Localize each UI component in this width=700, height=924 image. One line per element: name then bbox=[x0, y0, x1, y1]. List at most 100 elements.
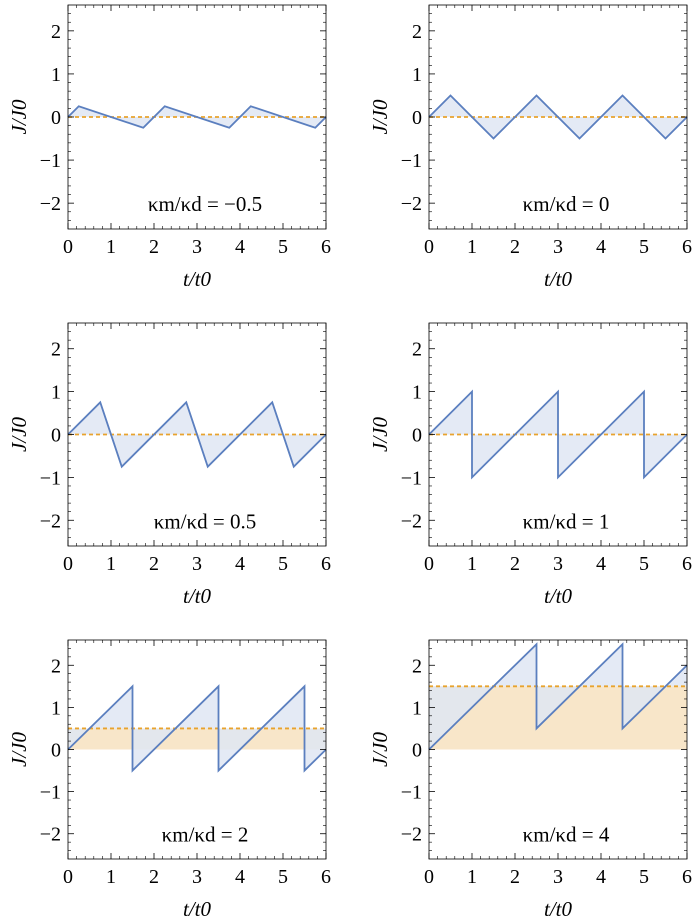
x-axis-label: t/t0 bbox=[544, 267, 573, 291]
panel-annotation: κm/κd = −0.5 bbox=[148, 192, 262, 216]
x-tick-label: 1 bbox=[467, 553, 477, 575]
x-tick-label: 5 bbox=[639, 866, 649, 888]
y-tick-label: 0 bbox=[412, 425, 422, 447]
x-tick-label: 4 bbox=[235, 236, 245, 258]
x-tick-label: 5 bbox=[278, 866, 288, 888]
x-tick-label: 5 bbox=[639, 553, 649, 575]
panel-1: 0 1 2 3 4 5 6 −2 −1 0 1 2 t/t0 J/J0 κm/κd = −0.5 bbox=[7, 4, 331, 291]
x-axis-label: t/t0 bbox=[183, 267, 212, 291]
x-axis-label: t/t0 bbox=[544, 584, 573, 608]
y-tick-label: −1 bbox=[401, 467, 422, 489]
y-tick-label: −2 bbox=[401, 193, 422, 215]
x-tick-label: 4 bbox=[596, 553, 606, 575]
x-axis-label: t/t0 bbox=[544, 897, 573, 921]
series-line bbox=[67, 105, 327, 129]
x-tick-label: 1 bbox=[467, 236, 477, 258]
y-tick-label: 2 bbox=[412, 339, 422, 361]
y-tick-label: −2 bbox=[40, 824, 61, 846]
x-axis-label: t/t0 bbox=[183, 584, 212, 608]
x-tick-label: 6 bbox=[682, 236, 692, 258]
x-tick-label: 2 bbox=[149, 236, 159, 258]
x-tick-label: 2 bbox=[510, 553, 520, 575]
x-tick-label: 0 bbox=[424, 553, 434, 575]
panel-annotation: κm/κd = 1 bbox=[523, 509, 610, 533]
x-tick-label: 6 bbox=[682, 866, 692, 888]
x-tick-label: 4 bbox=[235, 866, 245, 888]
x-tick-label: 1 bbox=[106, 866, 116, 888]
x-tick-label: 6 bbox=[321, 236, 331, 258]
x-tick-label: 2 bbox=[510, 866, 520, 888]
x-tick-label: 3 bbox=[553, 866, 563, 888]
y-axis-label: J/J0 bbox=[7, 732, 31, 767]
panel-4: 0 1 2 3 4 5 6 −2 −1 0 1 2 t/t0 J/J0 κm/κd = 1 bbox=[368, 322, 692, 608]
x-tick-label: 5 bbox=[278, 236, 288, 258]
y-tick-label: 2 bbox=[412, 21, 422, 43]
y-tick-label: 0 bbox=[51, 425, 61, 447]
y-tick-label: −1 bbox=[40, 150, 61, 172]
series-line bbox=[67, 684, 327, 773]
y-tick-label: −2 bbox=[401, 824, 422, 846]
y-tick-label: 0 bbox=[51, 740, 61, 762]
x-tick-label: 5 bbox=[639, 236, 649, 258]
x-tick-label: 1 bbox=[467, 866, 477, 888]
x-tick-label: 3 bbox=[553, 553, 563, 575]
x-tick-label: 0 bbox=[424, 236, 434, 258]
x-tick-label: 5 bbox=[278, 553, 288, 575]
y-tick-label: 0 bbox=[51, 107, 61, 129]
panel-3: 0 1 2 3 4 5 6 −2 −1 0 1 2 t/t0 J/J0 κm/κd = 0.5 bbox=[7, 322, 331, 608]
y-tick-label: −2 bbox=[40, 193, 61, 215]
y-tick-label: −1 bbox=[40, 467, 61, 489]
x-tick-label: 0 bbox=[63, 866, 73, 888]
y-tick-label: −2 bbox=[401, 510, 422, 532]
x-tick-label: 3 bbox=[192, 236, 202, 258]
panel-6: 0 1 2 3 4 5 6 −2 −1 0 1 2 t/t0 J/J0 κm/κd = 4 bbox=[368, 639, 692, 921]
x-tick-label: 3 bbox=[192, 553, 202, 575]
y-axis-label: J/J0 bbox=[7, 99, 31, 134]
x-tick-label: 6 bbox=[682, 553, 692, 575]
y-axis-label: J/J0 bbox=[368, 732, 392, 767]
x-tick-label: 2 bbox=[149, 553, 159, 575]
y-axis-label: J/J0 bbox=[368, 99, 392, 134]
y-tick-label: 2 bbox=[51, 21, 61, 43]
y-tick-label: 2 bbox=[51, 339, 61, 361]
y-tick-label: 0 bbox=[412, 107, 422, 129]
panel-annotation: κm/κd = 0 bbox=[523, 192, 610, 216]
x-tick-label: 4 bbox=[235, 553, 245, 575]
x-axis-label: t/t0 bbox=[183, 897, 212, 921]
x-tick-label: 1 bbox=[106, 553, 116, 575]
y-tick-label: 1 bbox=[51, 382, 61, 404]
x-tick-label: 0 bbox=[424, 866, 434, 888]
x-tick-label: 0 bbox=[63, 553, 73, 575]
panel-annotation: κm/κd = 0.5 bbox=[154, 509, 256, 533]
series-line bbox=[428, 642, 688, 751]
y-tick-label: 1 bbox=[412, 382, 422, 404]
mean-fill bbox=[68, 728, 326, 750]
x-tick-label: 3 bbox=[553, 236, 563, 258]
y-tick-label: 2 bbox=[412, 655, 422, 677]
y-tick-label: 0 bbox=[412, 740, 422, 762]
y-tick-label: −1 bbox=[401, 150, 422, 172]
series-line bbox=[428, 94, 688, 140]
y-axis-label: J/J0 bbox=[7, 417, 31, 452]
x-tick-label: 6 bbox=[321, 866, 331, 888]
x-tick-label: 4 bbox=[596, 866, 606, 888]
panel-2: 0 1 2 3 4 5 6 −2 −1 0 1 2 t/t0 J/J0 κm/κd = 0 bbox=[368, 4, 692, 291]
x-tick-label: 0 bbox=[63, 236, 73, 258]
series-line bbox=[67, 400, 327, 469]
y-tick-label: 1 bbox=[51, 697, 61, 719]
x-tick-label: 2 bbox=[149, 866, 159, 888]
x-tick-label: 2 bbox=[510, 236, 520, 258]
y-axis-label: J/J0 bbox=[368, 417, 392, 452]
y-tick-label: −1 bbox=[40, 782, 61, 804]
panel-5: 0 1 2 3 4 5 6 −2 −1 0 1 2 t/t0 J/J0 κm/κd = 2 bbox=[7, 639, 331, 921]
panel-annotation: κm/κd = 2 bbox=[162, 823, 249, 847]
y-tick-label: 1 bbox=[412, 697, 422, 719]
y-tick-label: −2 bbox=[40, 510, 61, 532]
x-tick-label: 3 bbox=[192, 866, 202, 888]
x-tick-label: 6 bbox=[321, 553, 331, 575]
y-tick-label: 2 bbox=[51, 655, 61, 677]
y-tick-label: −1 bbox=[401, 782, 422, 804]
series-line bbox=[428, 389, 688, 480]
y-tick-label: 1 bbox=[51, 64, 61, 86]
